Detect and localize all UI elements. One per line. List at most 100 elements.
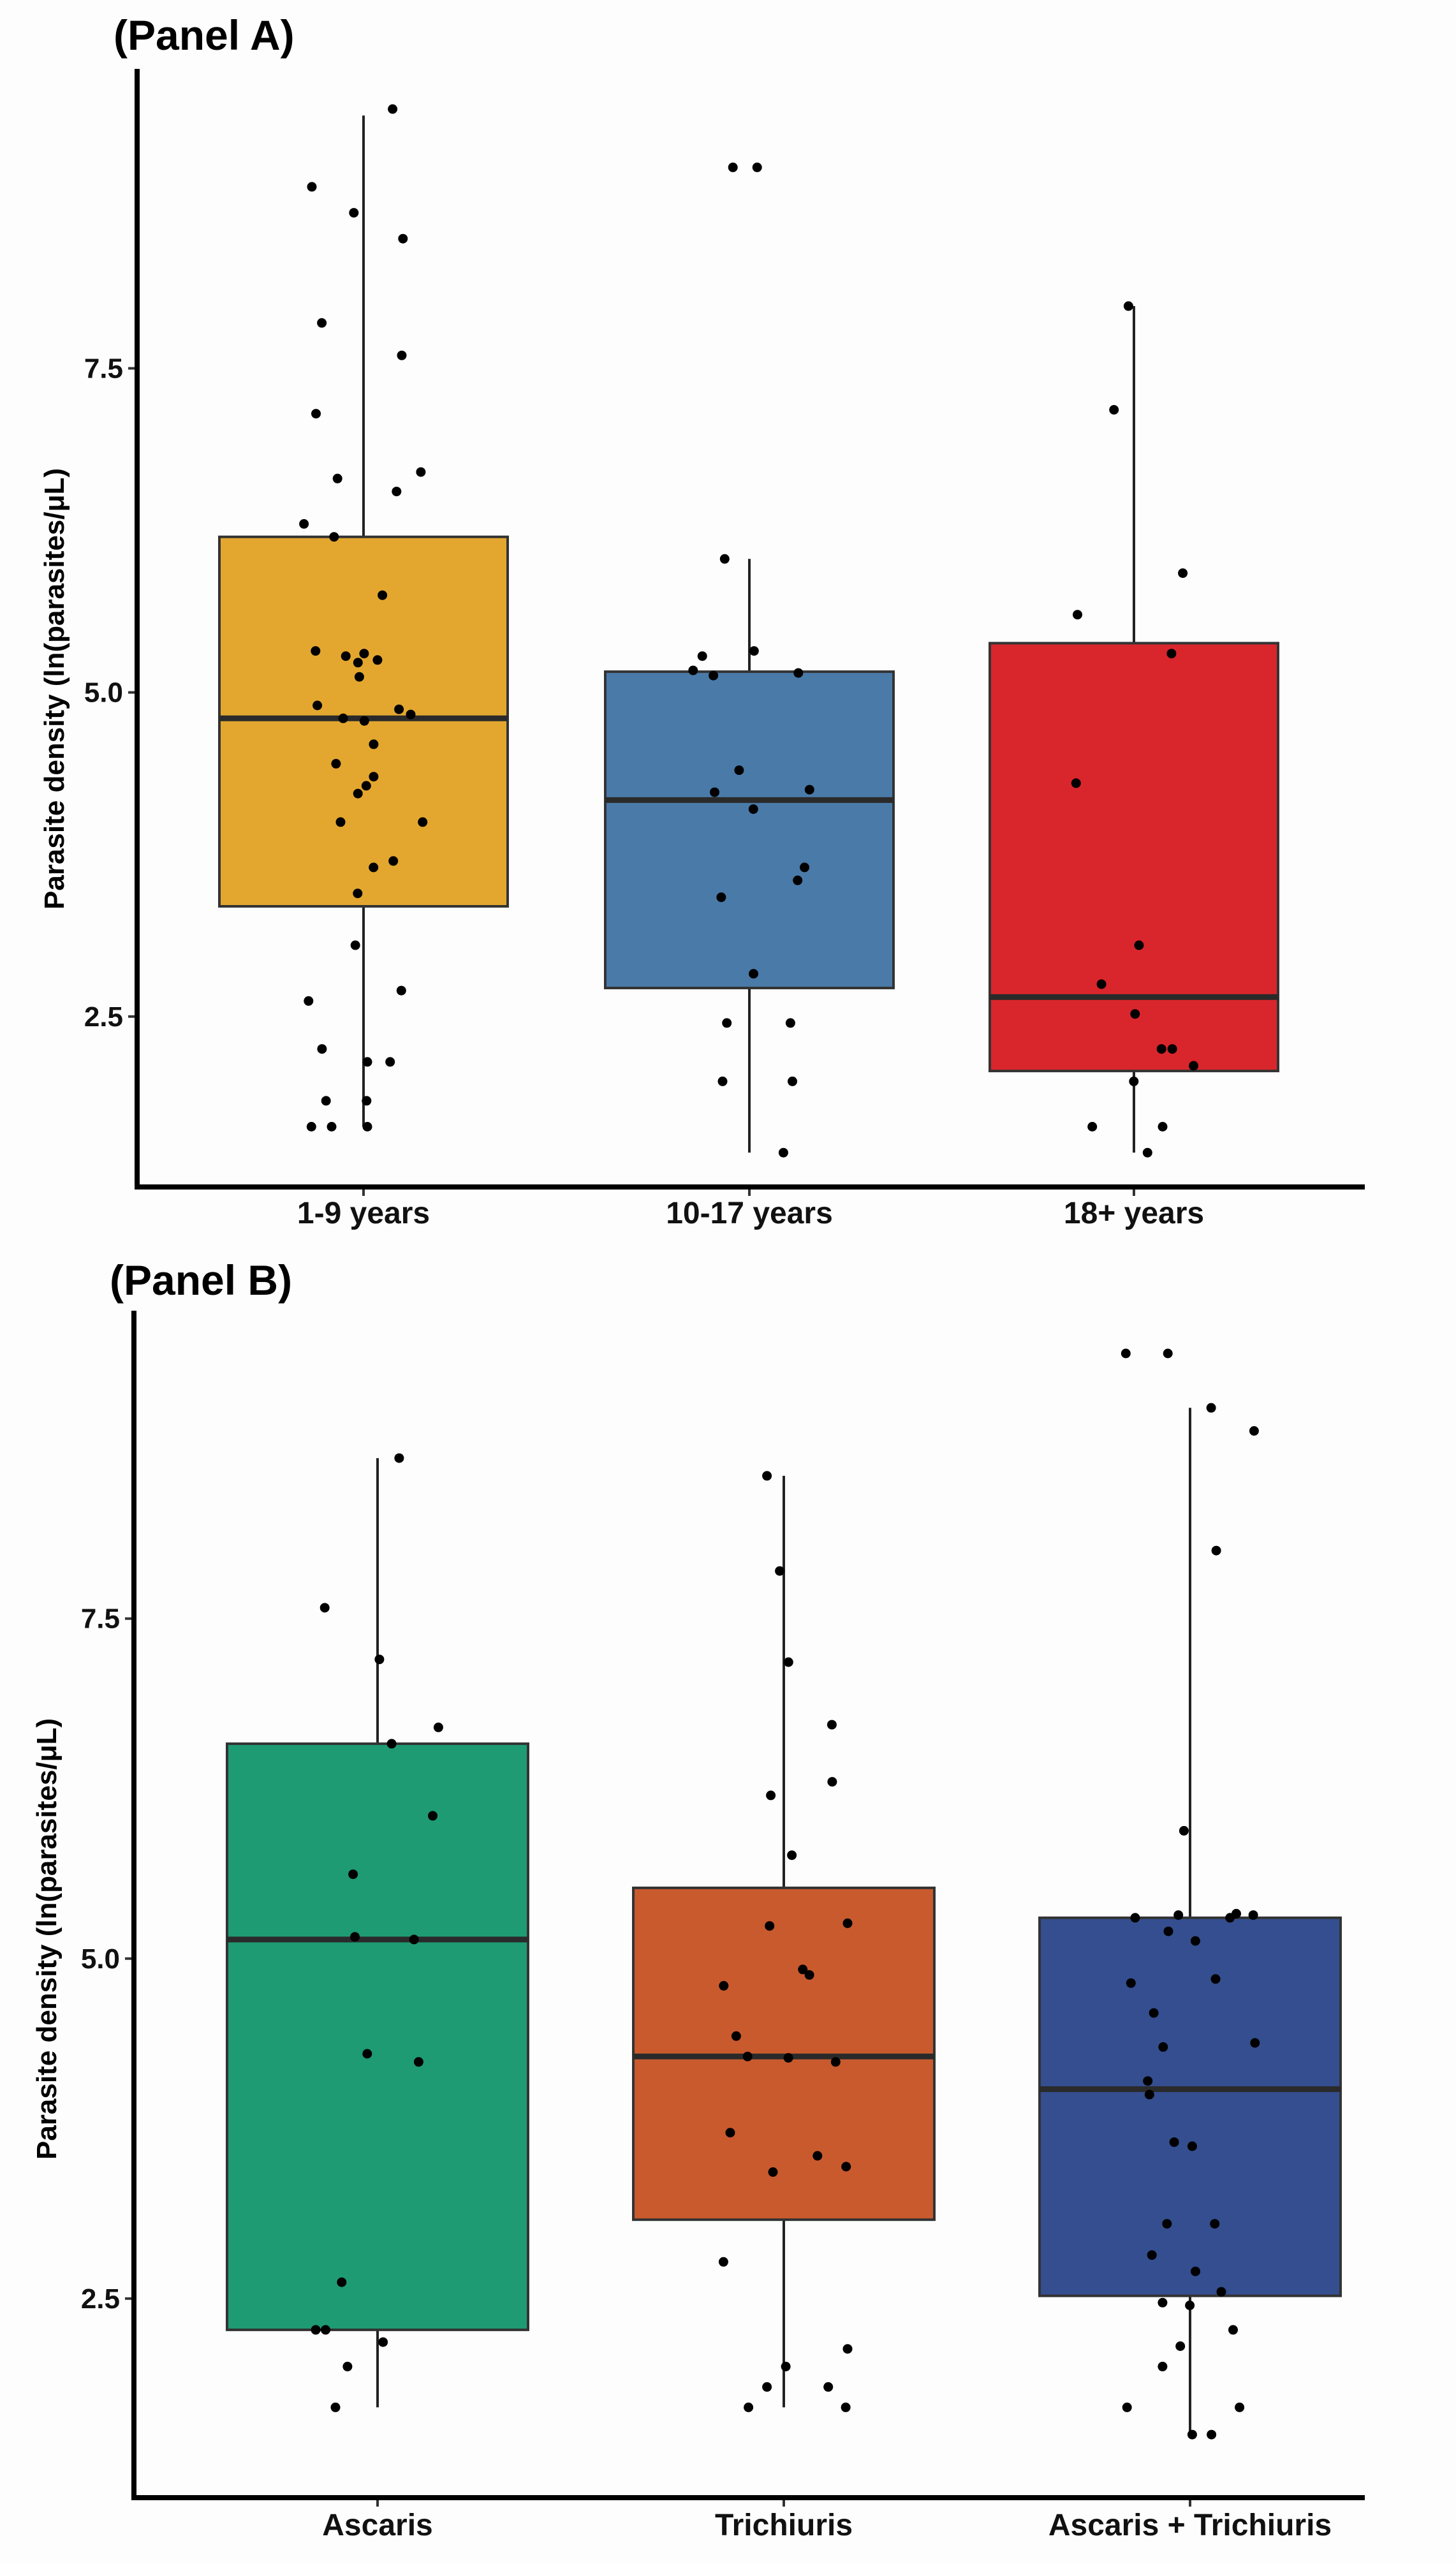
panel-b-point bbox=[762, 2382, 772, 2392]
panel-b-point bbox=[1190, 1936, 1200, 1946]
panel-b-point bbox=[742, 2051, 753, 2061]
panel-a-title: (Panel A) bbox=[114, 11, 295, 59]
panel-a-point bbox=[321, 1096, 331, 1106]
panel-a-point bbox=[313, 700, 323, 711]
panel-b-point bbox=[1122, 2402, 1132, 2412]
panel-a-point bbox=[335, 817, 346, 827]
panel-a-point bbox=[349, 208, 359, 218]
panel-b-point bbox=[1147, 2250, 1157, 2260]
panel-a-box-1 bbox=[604, 559, 895, 1153]
panel-b-point bbox=[827, 1777, 837, 1787]
panel-b-y-axis-label: Parasite density (ln(parasites/μL) bbox=[31, 1718, 63, 2160]
panel-b-point bbox=[744, 2402, 754, 2412]
panel-a-point bbox=[311, 646, 321, 656]
panel-a-box-2 bbox=[989, 306, 1279, 1153]
panel-b-point bbox=[841, 2162, 851, 2172]
panel-b: (Panel B) Parasite density (ln(parasites… bbox=[31, 1256, 1365, 2542]
panel-a-points bbox=[299, 104, 1198, 1158]
panel-a-point bbox=[372, 655, 383, 665]
panel-b-point bbox=[781, 2361, 791, 2371]
panel-a-point bbox=[1129, 1076, 1139, 1086]
box-iqr bbox=[226, 1742, 529, 2331]
panel-b-point bbox=[813, 2151, 823, 2161]
panel-b-point bbox=[433, 1722, 443, 1732]
panel-b-point bbox=[827, 1720, 837, 1730]
panel-b-point bbox=[1225, 1913, 1235, 1923]
panel-a-point bbox=[354, 672, 364, 682]
panel-b-point bbox=[321, 2325, 330, 2335]
panel-a-point bbox=[362, 1057, 372, 1067]
panel-b-point bbox=[1248, 1910, 1258, 1920]
panel-b-point bbox=[342, 2361, 353, 2371]
panel-b-point bbox=[428, 1811, 438, 1821]
panel-b-point bbox=[842, 1918, 853, 1928]
panel-a-point bbox=[1167, 1044, 1177, 1054]
panel-b-point bbox=[1249, 1426, 1259, 1436]
panel-a-point bbox=[329, 532, 339, 542]
panel-b-point bbox=[783, 2052, 793, 2063]
panel-a-point bbox=[785, 1018, 795, 1028]
panel-a-point bbox=[1096, 979, 1107, 989]
panel-a-point bbox=[332, 473, 342, 483]
panel-a-point bbox=[362, 1096, 372, 1106]
panel-a-point bbox=[749, 969, 758, 979]
panel-a-point bbox=[406, 709, 416, 719]
panel-a-point bbox=[341, 651, 351, 661]
panel-b-point bbox=[311, 2325, 321, 2335]
panel-b-point bbox=[1173, 1910, 1184, 1920]
panel-a-point bbox=[1087, 1122, 1098, 1131]
panel-a-point bbox=[331, 758, 341, 769]
panel-a-point bbox=[317, 318, 327, 328]
panel-a-point bbox=[388, 104, 398, 114]
panel-b-point bbox=[775, 1566, 785, 1576]
panel-b-point bbox=[1175, 2341, 1186, 2351]
panel-a-category-label-2: 18+ years bbox=[1064, 1197, 1204, 1230]
panel-b-point bbox=[1210, 1974, 1221, 1984]
panel-a-point bbox=[722, 1018, 732, 1028]
panel-b-point bbox=[337, 2277, 347, 2287]
panel-a-point bbox=[688, 665, 698, 675]
panel-a-point bbox=[359, 649, 369, 659]
panel-a-point bbox=[338, 713, 348, 723]
panel-a-ytick-label-2: 7.5 bbox=[84, 353, 123, 384]
panel-a-ytick-label-0: 2.5 bbox=[84, 1001, 123, 1033]
panel-a-point bbox=[327, 1122, 337, 1131]
panel-b-x-ticks: Ascaris Trichiuris Ascaris + Trichiuris bbox=[322, 2498, 1332, 2542]
panel-a-point bbox=[1071, 778, 1081, 788]
panel-a-point bbox=[369, 739, 379, 749]
panel-a-point bbox=[307, 182, 317, 192]
panel-a-point bbox=[800, 862, 809, 873]
panel-b-box-0 bbox=[226, 1458, 529, 2408]
panel-b-title: (Panel B) bbox=[110, 1256, 292, 1304]
panel-a-point bbox=[388, 856, 399, 866]
panel-b-point bbox=[1187, 2141, 1197, 2151]
panel-a-point bbox=[697, 651, 707, 661]
panel-a-point bbox=[778, 1147, 788, 1158]
panel-b-point bbox=[1235, 2402, 1245, 2412]
panel-a-point bbox=[369, 862, 379, 873]
panel-b-point bbox=[804, 1970, 814, 1980]
panel-b-y-ticks: 2.5 5.0 7.5 bbox=[81, 1603, 134, 2315]
panel-a-point bbox=[361, 781, 371, 791]
panel-a-point bbox=[394, 704, 404, 714]
panel-a-point bbox=[752, 162, 762, 172]
panel-a-point bbox=[397, 350, 407, 360]
panel-a-point bbox=[317, 1044, 327, 1054]
panel-a-point bbox=[1123, 301, 1133, 311]
panel-b-point bbox=[1130, 1913, 1140, 1923]
panel-a-point bbox=[793, 668, 804, 678]
panel-a-point bbox=[1134, 940, 1144, 950]
panel-b-point bbox=[1158, 2297, 1168, 2308]
box-iqr bbox=[989, 642, 1279, 1073]
panel-a-point bbox=[728, 162, 738, 172]
panel-a-point bbox=[353, 658, 363, 668]
panel-a-point bbox=[385, 1057, 395, 1067]
panel-b-point bbox=[394, 1453, 404, 1463]
panel-a-point bbox=[717, 1076, 728, 1086]
panel-a-x-ticks: 1-9 years 10-17 years 18+ years bbox=[297, 1187, 1204, 1230]
panel-b-ytick-label-2: 7.5 bbox=[81, 1603, 120, 1635]
box-iqr bbox=[1038, 1916, 1342, 2297]
panel-b-point bbox=[1144, 2089, 1154, 2100]
panel-b-point bbox=[386, 1739, 397, 1749]
panel-b-point bbox=[1187, 2429, 1197, 2440]
